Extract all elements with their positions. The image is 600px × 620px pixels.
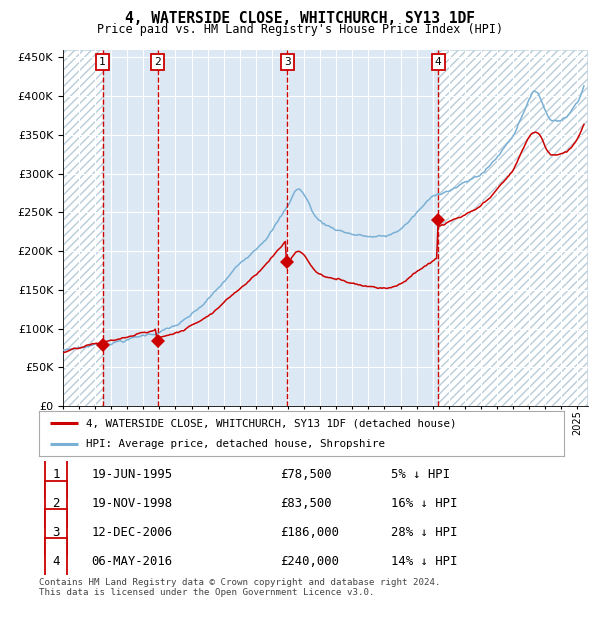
Text: 12-DEC-2006: 12-DEC-2006 <box>91 526 173 539</box>
Text: 1: 1 <box>53 469 60 482</box>
Text: 4, WATERSIDE CLOSE, WHITCHURCH, SY13 1DF (detached house): 4, WATERSIDE CLOSE, WHITCHURCH, SY13 1DF… <box>86 418 457 428</box>
Text: £78,500: £78,500 <box>281 469 332 482</box>
Text: £83,500: £83,500 <box>281 497 332 510</box>
Text: 2: 2 <box>53 497 60 510</box>
Text: 3: 3 <box>284 57 290 67</box>
FancyBboxPatch shape <box>46 452 67 498</box>
Text: 2: 2 <box>154 57 161 67</box>
Bar <box>438 50 587 406</box>
FancyBboxPatch shape <box>46 538 67 584</box>
Text: 06-MAY-2016: 06-MAY-2016 <box>91 554 173 567</box>
Text: HPI: Average price, detached house, Shropshire: HPI: Average price, detached house, Shro… <box>86 438 385 449</box>
Text: 28% ↓ HPI: 28% ↓ HPI <box>391 526 457 539</box>
Text: 19-NOV-1998: 19-NOV-1998 <box>91 497 173 510</box>
Text: £240,000: £240,000 <box>281 554 340 567</box>
Text: 19-JUN-1995: 19-JUN-1995 <box>91 469 173 482</box>
Text: Contains HM Land Registry data © Crown copyright and database right 2024.
This d: Contains HM Land Registry data © Crown c… <box>39 578 440 597</box>
Text: 16% ↓ HPI: 16% ↓ HPI <box>391 497 457 510</box>
Text: 14% ↓ HPI: 14% ↓ HPI <box>391 554 457 567</box>
Text: 4: 4 <box>435 57 442 67</box>
Text: Price paid vs. HM Land Registry's House Price Index (HPI): Price paid vs. HM Land Registry's House … <box>97 23 503 36</box>
Text: 4, WATERSIDE CLOSE, WHITCHURCH, SY13 1DF: 4, WATERSIDE CLOSE, WHITCHURCH, SY13 1DF <box>125 11 475 26</box>
Text: £186,000: £186,000 <box>281 526 340 539</box>
FancyBboxPatch shape <box>46 480 67 526</box>
Bar <box>63 50 103 406</box>
FancyBboxPatch shape <box>46 510 67 556</box>
Text: 5% ↓ HPI: 5% ↓ HPI <box>391 469 450 482</box>
Text: 3: 3 <box>53 526 60 539</box>
Text: 4: 4 <box>53 554 60 567</box>
Text: 1: 1 <box>99 57 106 67</box>
